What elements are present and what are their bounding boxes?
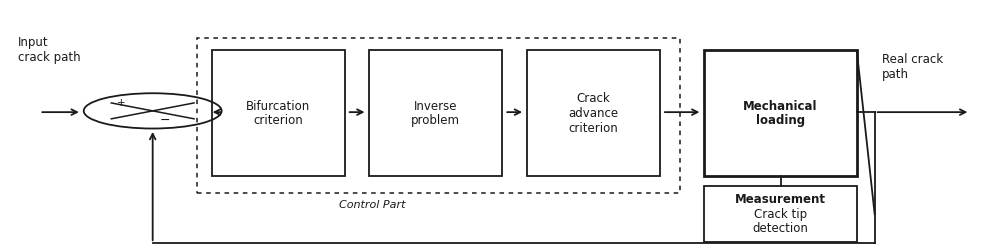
Text: +: + [117,99,126,108]
Text: Measurement: Measurement [735,193,826,206]
Bar [197,38,680,193]
Text: Bifurcation: Bifurcation [246,100,310,113]
Text: advance: advance [568,107,619,120]
Text: Mechanical: Mechanical [744,100,818,113]
Bar [212,50,345,176]
Text: Input
crack path: Input crack path [18,36,81,65]
Text: problem: problem [412,114,460,127]
Text: criterion: criterion [568,121,619,135]
Text: −: − [160,114,170,127]
Text: loading: loading [756,114,805,127]
Text: Crack tip: Crack tip [755,208,807,221]
Text: Crack: Crack [576,92,611,105]
Text: Real crack
path: Real crack path [882,53,943,81]
Text: criterion: criterion [253,114,303,127]
Bar [704,50,857,176]
Text: Control Part: Control Part [339,200,406,210]
Text: detection: detection [753,222,809,235]
Text: Inverse: Inverse [414,100,458,113]
Bar [369,50,502,176]
Bar [704,186,857,242]
Bar [527,50,660,176]
